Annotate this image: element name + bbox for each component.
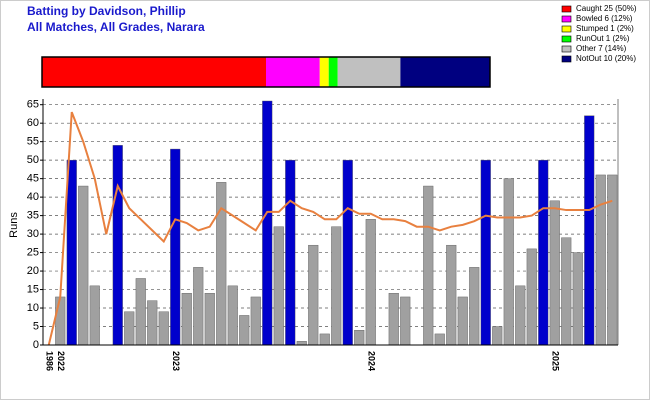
- bar: [296, 341, 307, 346]
- bar: [446, 244, 457, 346]
- y-tick-label: 40: [27, 191, 39, 203]
- bar: [457, 296, 468, 346]
- y-tick-label: 15: [27, 283, 39, 295]
- bar: [158, 311, 169, 346]
- bar: [204, 293, 215, 346]
- chart-title: Batting by Davidson, Phillip: [27, 4, 186, 18]
- bar: [538, 159, 549, 346]
- dismissal-segment: [42, 57, 266, 87]
- bar: [469, 267, 480, 346]
- y-tick-label: 5: [33, 320, 39, 332]
- legend-swatch: [561, 35, 572, 43]
- dismissal-segment: [328, 57, 338, 87]
- bar: [365, 219, 376, 346]
- bar: [342, 159, 353, 346]
- bar: [124, 311, 135, 346]
- x-tick-label: 1986: [44, 351, 54, 371]
- y-tick-label: 20: [27, 265, 39, 277]
- legend-label: NotOut 10 (20%): [576, 54, 636, 63]
- bar: [112, 145, 123, 346]
- bar: [388, 293, 399, 346]
- legend-swatch: [561, 45, 572, 53]
- bar: [584, 115, 595, 346]
- x-tick-label: 2022: [56, 351, 66, 371]
- x-tick-label: 2025: [550, 351, 560, 371]
- bar: [273, 226, 284, 346]
- y-tick-label: 45: [27, 173, 39, 185]
- bar: [607, 174, 618, 346]
- bar: [595, 174, 606, 346]
- bar: [515, 285, 526, 346]
- y-tick-label: 10: [27, 302, 39, 314]
- bar: [193, 267, 204, 346]
- bar: [135, 278, 146, 346]
- chart-subtitle: All Matches, All Grades, Narara: [27, 20, 205, 34]
- bar: [526, 248, 537, 346]
- y-tick-label: 55: [27, 136, 39, 148]
- bar: [227, 285, 238, 346]
- legend-swatch: [561, 25, 572, 33]
- bar: [572, 252, 583, 346]
- bar: [78, 185, 89, 346]
- dismissal-segment: [266, 57, 320, 87]
- x-tick-label: 2024: [366, 351, 376, 371]
- dismissal-segment: [400, 57, 490, 87]
- bar: [250, 296, 261, 346]
- legend-label: RunOut 1 (2%): [576, 34, 630, 43]
- bar: [331, 226, 342, 346]
- dismissal-frame: [41, 56, 491, 88]
- y-tick-label: 50: [27, 154, 39, 166]
- bar: [549, 200, 560, 346]
- bar: [55, 296, 66, 346]
- bar: [285, 159, 296, 346]
- bar: [216, 182, 227, 346]
- bar: [170, 148, 181, 346]
- bar: [239, 315, 250, 346]
- dismissal-segment: [337, 57, 401, 87]
- y-tick-label: 30: [27, 228, 39, 240]
- legend-swatch: [561, 55, 572, 63]
- y-axis-label: Runs: [8, 212, 20, 238]
- bar: [423, 185, 434, 346]
- legend-label: Caught 25 (50%): [576, 4, 637, 13]
- legend-swatch: [561, 5, 572, 13]
- bar: [480, 159, 491, 346]
- legend-label: Other 7 (14%): [576, 44, 627, 53]
- bar: [561, 237, 572, 346]
- bar: [262, 100, 273, 346]
- y-tick-label: 0: [33, 339, 39, 351]
- bar: [147, 300, 158, 346]
- y-tick-label: 25: [27, 246, 39, 258]
- bar: [354, 330, 365, 346]
- x-tick-label: 2023: [171, 351, 181, 371]
- bar: [503, 178, 514, 346]
- y-tick-label: 35: [27, 210, 39, 222]
- bar: [89, 285, 100, 346]
- legend-label: Stumped 1 (2%): [576, 24, 634, 33]
- y-tick-label: 60: [27, 117, 39, 129]
- dismissal-segment: [319, 57, 329, 87]
- average-line: [47, 111, 613, 346]
- bar: [319, 333, 330, 346]
- bar: [400, 296, 411, 346]
- legend-label: Bowled 6 (12%): [576, 14, 633, 23]
- bar: [492, 326, 503, 346]
- y-tick-label: 65: [27, 99, 39, 111]
- bar: [434, 333, 445, 346]
- bar: [181, 293, 192, 346]
- bar: [308, 244, 319, 346]
- bar: [66, 159, 77, 346]
- legend-swatch: [561, 15, 572, 23]
